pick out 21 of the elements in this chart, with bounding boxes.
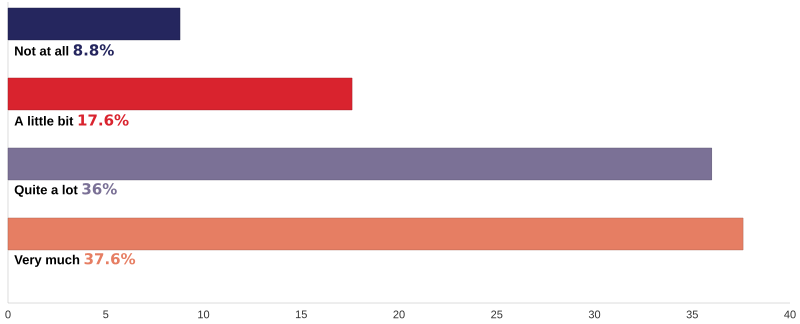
x-tick-label: 30 [588,310,600,318]
y-tick-label: Not at all [15,46,68,56]
bar [8,148,712,180]
bar [8,8,180,40]
data-label: 36% [82,183,117,194]
bar [8,78,352,110]
y-tick-label: A little bit [14,116,74,126]
data-label: 37.6% [84,253,136,264]
x-tick-label: 10 [198,310,210,318]
x-tick-label: 25 [491,310,502,318]
x-tick-label: 20 [393,310,405,318]
x-tick-label: 35 [686,310,698,318]
data-label: 17.6% [78,114,129,126]
bar [8,218,744,250]
x-tick-label: 5 [103,310,108,318]
y-tick-label: Quite a lot [14,184,78,197]
y-tick-label: Very much [14,254,80,267]
x-tick-label: 0 [5,310,11,318]
x-tick-label: 40 [784,310,796,318]
data-label: 8.8% [74,44,114,56]
x-tick-label: 15 [296,310,307,318]
